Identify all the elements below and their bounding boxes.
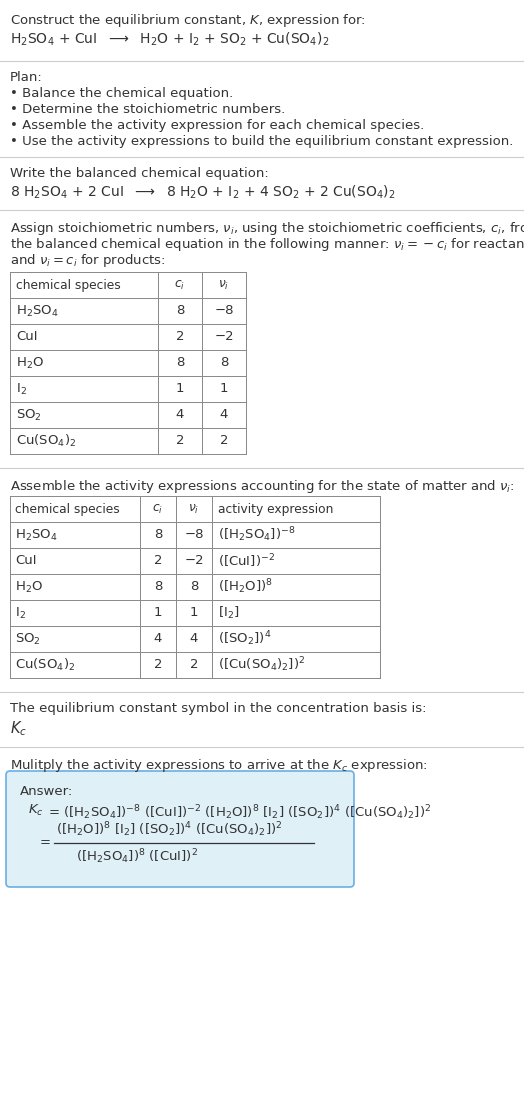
Text: =: = bbox=[40, 837, 51, 850]
Text: ($\mathregular{[H_2SO_4]}$)$^8$ ($\mathregular{[CuI]}$)$^2$: ($\mathregular{[H_2SO_4]}$)$^8$ ($\mathr… bbox=[76, 848, 198, 866]
Text: • Use the activity expressions to build the equilibrium constant expression.: • Use the activity expressions to build … bbox=[10, 135, 514, 148]
Text: −2: −2 bbox=[214, 330, 234, 344]
Text: 2: 2 bbox=[176, 435, 184, 447]
Text: ($\mathregular{[SO_2]}$)$^4$: ($\mathregular{[SO_2]}$)$^4$ bbox=[218, 630, 271, 648]
Text: • Balance the chemical equation.: • Balance the chemical equation. bbox=[10, 87, 233, 100]
Text: ($\mathregular{[CuI]}$)$^{-2}$: ($\mathregular{[CuI]}$)$^{-2}$ bbox=[218, 553, 275, 570]
Text: chemical species: chemical species bbox=[15, 502, 120, 515]
FancyBboxPatch shape bbox=[6, 771, 354, 887]
Text: ($\mathregular{[H_2SO_4]}$)$^{-8}$: ($\mathregular{[H_2SO_4]}$)$^{-8}$ bbox=[218, 525, 296, 544]
Text: −8: −8 bbox=[184, 528, 204, 542]
Text: The equilibrium constant symbol in the concentration basis is:: The equilibrium constant symbol in the c… bbox=[10, 702, 427, 715]
Text: CuI: CuI bbox=[15, 555, 37, 567]
Text: $K_c$: $K_c$ bbox=[10, 719, 27, 738]
Text: 2: 2 bbox=[154, 658, 162, 672]
Text: Answer:: Answer: bbox=[20, 785, 73, 798]
Text: 8: 8 bbox=[220, 357, 228, 370]
Text: 8: 8 bbox=[154, 580, 162, 593]
Text: = ($\mathregular{[H_2SO_4]}$)$^{-8}$ ($\mathregular{[CuI]}$)$^{-2}$ ($\mathregul: = ($\mathregular{[H_2SO_4]}$)$^{-8}$ ($\… bbox=[44, 803, 431, 821]
Text: $K_c$: $K_c$ bbox=[28, 803, 43, 818]
Text: 2: 2 bbox=[220, 435, 228, 447]
Text: 1: 1 bbox=[176, 382, 184, 395]
Text: 1: 1 bbox=[220, 382, 228, 395]
Text: 1: 1 bbox=[190, 607, 198, 620]
Text: 8: 8 bbox=[154, 528, 162, 542]
Text: $\mathregular{H_2SO_4}$: $\mathregular{H_2SO_4}$ bbox=[16, 304, 59, 318]
Text: $\mathregular{SO_2}$: $\mathregular{SO_2}$ bbox=[15, 632, 41, 646]
Text: 2: 2 bbox=[176, 330, 184, 344]
Text: Write the balanced chemical equation:: Write the balanced chemical equation: bbox=[10, 167, 269, 179]
Text: • Assemble the activity expression for each chemical species.: • Assemble the activity expression for e… bbox=[10, 119, 424, 132]
Text: • Determine the stoichiometric numbers.: • Determine the stoichiometric numbers. bbox=[10, 103, 285, 116]
Text: $\mathregular{H_2O}$: $\mathregular{H_2O}$ bbox=[16, 356, 44, 371]
Text: 4: 4 bbox=[190, 632, 198, 645]
Text: activity expression: activity expression bbox=[218, 502, 333, 515]
Text: and $\nu_i = c_i$ for products:: and $\nu_i = c_i$ for products: bbox=[10, 252, 166, 269]
Text: $\mathregular{I_2}$: $\mathregular{I_2}$ bbox=[16, 381, 27, 396]
Text: −8: −8 bbox=[214, 305, 234, 317]
Text: 4: 4 bbox=[220, 408, 228, 422]
Text: $\nu_i$: $\nu_i$ bbox=[189, 502, 200, 515]
Text: −2: −2 bbox=[184, 555, 204, 567]
Text: $\mathregular{I_2}$: $\mathregular{I_2}$ bbox=[15, 606, 26, 621]
Text: 1: 1 bbox=[154, 607, 162, 620]
Text: 8: 8 bbox=[176, 305, 184, 317]
Text: $\nu_i$: $\nu_i$ bbox=[219, 279, 230, 292]
Text: Assign stoichiometric numbers, $\nu_i$, using the stoichiometric coefficients, $: Assign stoichiometric numbers, $\nu_i$, … bbox=[10, 220, 524, 237]
Text: 4: 4 bbox=[154, 632, 162, 645]
Text: ($\mathregular{[Cu(SO_4)_2]}$)$^2$: ($\mathregular{[Cu(SO_4)_2]}$)$^2$ bbox=[218, 656, 305, 674]
Text: ($\mathregular{[H_2O]}$)$^8$ [$\mathregular{I_2}$] ($\mathregular{[SO_2]}$)$^4$ : ($\mathregular{[H_2O]}$)$^8$ [$\mathregu… bbox=[56, 820, 282, 839]
Text: the balanced chemical equation in the following manner: $\nu_i = -c_i$ for react: the balanced chemical equation in the fo… bbox=[10, 236, 524, 253]
Text: 4: 4 bbox=[176, 408, 184, 422]
Text: 8: 8 bbox=[190, 580, 198, 593]
Text: Mulitply the activity expressions to arrive at the $K_c$ expression:: Mulitply the activity expressions to arr… bbox=[10, 757, 428, 774]
Text: $\mathregular{H_2O}$: $\mathregular{H_2O}$ bbox=[15, 579, 43, 595]
Text: $c_i$: $c_i$ bbox=[174, 279, 185, 292]
Text: $\mathregular{Cu(SO_4)_2}$: $\mathregular{Cu(SO_4)_2}$ bbox=[15, 657, 75, 673]
Text: [$\mathregular{I_2}$]: [$\mathregular{I_2}$] bbox=[218, 604, 239, 621]
Text: Assemble the activity expressions accounting for the state of matter and $\nu_i$: Assemble the activity expressions accoun… bbox=[10, 478, 515, 495]
Text: $c_i$: $c_i$ bbox=[152, 502, 163, 515]
Text: Construct the equilibrium constant, $K$, expression for:: Construct the equilibrium constant, $K$,… bbox=[10, 12, 366, 29]
Text: $\mathregular{H_2SO_4}$: $\mathregular{H_2SO_4}$ bbox=[15, 527, 58, 543]
Text: CuI: CuI bbox=[16, 330, 38, 344]
Text: ($\mathregular{[H_2O]}$)$^8$: ($\mathregular{[H_2O]}$)$^8$ bbox=[218, 578, 273, 597]
Text: $\mathregular{Cu(SO_4)_2}$: $\mathregular{Cu(SO_4)_2}$ bbox=[16, 433, 76, 449]
Text: Plan:: Plan: bbox=[10, 70, 43, 84]
Text: 2: 2 bbox=[154, 555, 162, 567]
Text: 2: 2 bbox=[190, 658, 198, 672]
Text: $\mathregular{SO_2}$: $\mathregular{SO_2}$ bbox=[16, 407, 42, 423]
Text: 8 $\mathregular{H_2SO_4}$ + 2 CuI  $\longrightarrow$  8 $\mathregular{H_2O}$ + $: 8 $\mathregular{H_2SO_4}$ + 2 CuI $\long… bbox=[10, 184, 396, 201]
Text: $\mathregular{H_2SO_4}$ + CuI  $\longrightarrow$  $\mathregular{H_2O}$ + $\mathr: $\mathregular{H_2SO_4}$ + CuI $\longrigh… bbox=[10, 31, 330, 48]
Text: chemical species: chemical species bbox=[16, 279, 121, 292]
Text: 8: 8 bbox=[176, 357, 184, 370]
